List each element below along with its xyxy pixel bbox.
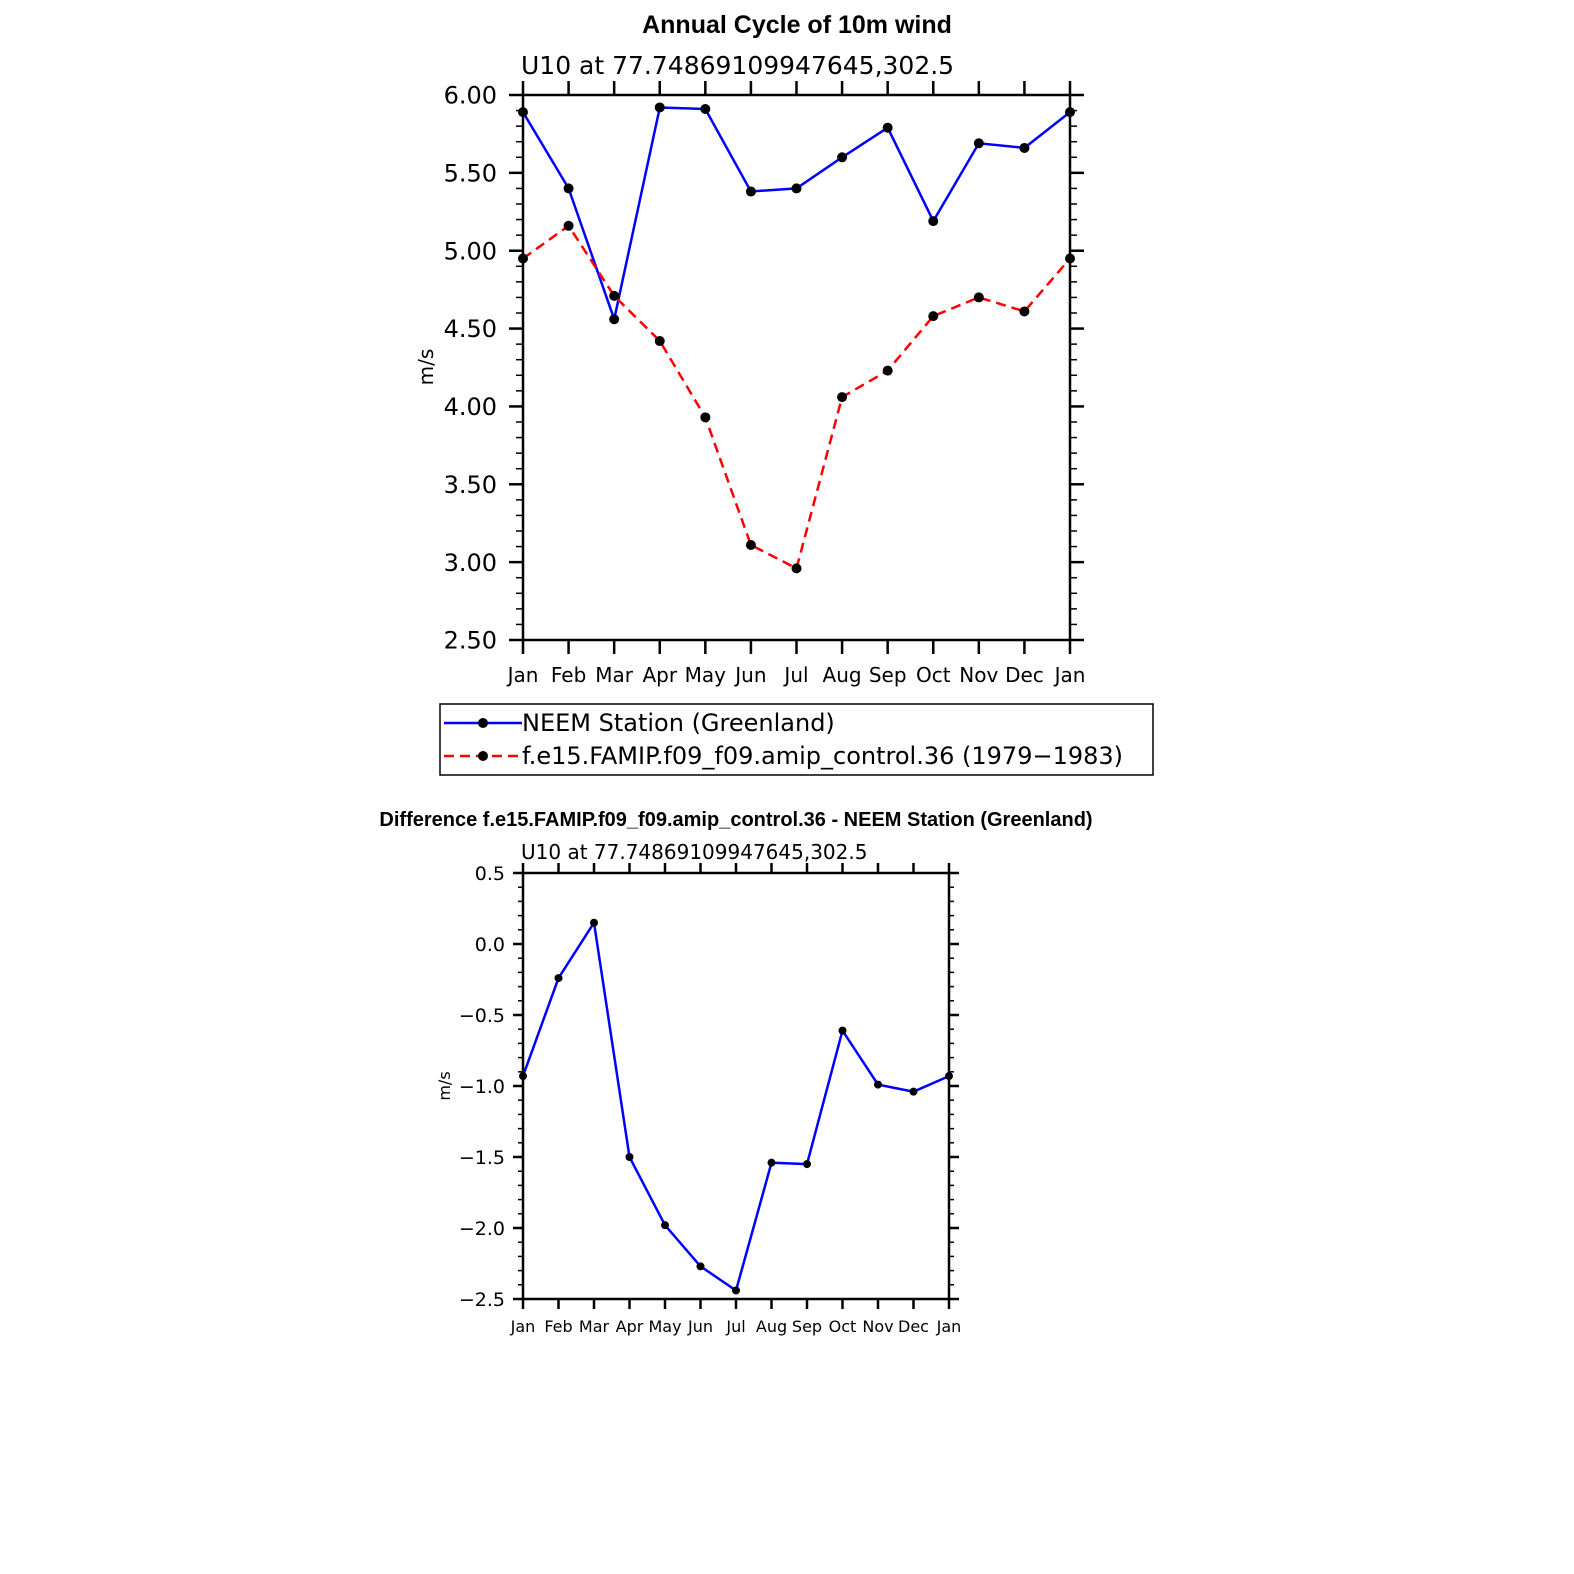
chart1-series-0-point <box>700 104 711 115</box>
chart2-xtick-label: Apr <box>616 1317 644 1336</box>
chart1-xtick-label: Feb <box>551 663 586 687</box>
chart2-series-0-point <box>732 1286 740 1295</box>
chart1-xtick-label: Apr <box>642 663 677 687</box>
chart2-ytick-label: −2.0 <box>459 1218 505 1240</box>
chart1-ytick-label: 5.50 <box>444 159 497 187</box>
chart2-series-0-point <box>874 1080 882 1089</box>
chart1-series-0-point <box>609 314 620 325</box>
chart1-series-0-point <box>1065 107 1075 118</box>
chart1-series-0-point <box>1019 142 1030 153</box>
chart1-xtick-label: Jan <box>506 663 539 687</box>
chart1-series-1-point <box>654 336 665 347</box>
chart2-series-0-point <box>554 974 563 983</box>
chart2-series-0-point <box>803 1160 811 1169</box>
chart1-xtick-label: Aug <box>823 663 862 687</box>
chart1-series-0-point <box>745 186 756 197</box>
chart1-ytick-label: 4.50 <box>444 315 497 343</box>
chart1-series-1-line <box>522 224 1071 571</box>
chart1-series-1-point <box>518 253 528 264</box>
chart2-xtick-label: Feb <box>544 1317 572 1336</box>
chart2-ytick-label: −1.0 <box>459 1076 505 1098</box>
chart2-series-0-line <box>521 919 950 1293</box>
chart2-ytick-label: 0.5 <box>475 863 505 885</box>
legend-marker-model <box>478 751 488 761</box>
chart2-xtick-label: Oct <box>829 1317 857 1336</box>
chart1-series-0-point <box>791 183 802 194</box>
chart1-series-1-point <box>609 290 620 301</box>
chart1-series-1-point <box>882 365 893 376</box>
chart1-ytick-label: 3.50 <box>444 471 497 499</box>
chart1-plot-area: Jan Feb Mar Apr May Jun Jul Aug Sep Oct Nov Dec Jan 2… <box>444 81 1086 687</box>
chart1-series-0-point <box>518 107 528 118</box>
chart2-xtick-label: May <box>648 1317 681 1336</box>
chart1-xtick-label: Sep <box>869 663 907 687</box>
chart1-series-1-point <box>928 311 939 322</box>
chart2-xtick-label: Mar <box>579 1317 610 1336</box>
chart2-series-0-point <box>767 1158 776 1167</box>
chart1-series-1-point <box>791 563 802 574</box>
chart1-title: Annual Cycle of 10m wind <box>642 11 952 39</box>
chart1-ylabel: m/s <box>414 349 438 386</box>
chart1-series-1-point <box>1019 306 1030 317</box>
chart1-xtick-label: Oct <box>916 663 951 687</box>
chart2-ytick-label: −2.5 <box>459 1289 505 1311</box>
chart1-ytick-label: 5.00 <box>444 237 497 265</box>
chart2-xtick-label: Jan <box>936 1317 962 1336</box>
chart2-xtick-label: Dec <box>898 1317 929 1336</box>
chart1-subtitle: U10 at 77.74869109947645,302.5 <box>521 51 954 80</box>
chart2-ytick-label: 0.0 <box>475 934 505 956</box>
chart2-xtick-label: Jun <box>687 1317 713 1336</box>
chart1-series-1-point <box>745 540 756 551</box>
chart2-xtick-label: Jan <box>510 1317 536 1336</box>
chart1-xtick-label: Jan <box>1053 663 1086 687</box>
chart1-xtick-label: Nov <box>959 663 998 687</box>
chart1-series-1-point <box>837 392 848 403</box>
chart1-series-0-point <box>837 152 848 163</box>
chart1-series-0-point <box>973 138 984 149</box>
chart1-xtick-label: Mar <box>595 663 634 687</box>
chart2-series-0-point <box>625 1153 634 1161</box>
chart1-legend: NEEM Station (Greenland) f.e15.FAMIP.f09… <box>439 703 1154 776</box>
chart2-series-0-point <box>590 918 598 927</box>
chart2-xtick-label: Nov <box>862 1317 893 1336</box>
chart2-ytick-label: −0.5 <box>459 1005 505 1027</box>
chart2-series-0-point <box>909 1087 918 1096</box>
chart1-series-1-point <box>563 220 574 231</box>
legend-marker-neem <box>478 718 488 728</box>
chart2-ylabel: m/s <box>435 1071 454 1100</box>
chart1-ytick-label: 4.00 <box>444 393 497 421</box>
chart2-series-0-point <box>519 1072 527 1081</box>
chart1-ytick-label: 2.50 <box>444 627 497 655</box>
chart2-series-0-point <box>945 1072 953 1081</box>
chart2-series-0-point <box>661 1221 669 1230</box>
chart1-series-0-line <box>521 106 1071 324</box>
chart2-xtick-label: Aug <box>756 1317 787 1336</box>
chart2-title: Difference f.e15.FAMIP.f09_f09.amip_cont… <box>379 809 1092 831</box>
chart1-xtick-label: Jun <box>733 663 766 687</box>
chart1-series-0-point <box>563 183 574 194</box>
chart1-series-1-point <box>700 412 711 423</box>
chart1-frame <box>521 93 1072 642</box>
chart2-plot-area: Jan Feb Mar Apr May Jun Jul Aug Sep Oct Nov Dec Jan−… <box>459 863 961 1336</box>
chart2-xtick-label: Sep <box>792 1317 822 1336</box>
chart1-xtick-label: Dec <box>1005 663 1044 687</box>
chart1-ytick-label: 3.00 <box>444 549 497 577</box>
chart2-subtitle: U10 at 77.74869109947645,302.5 <box>521 840 867 864</box>
chart1-xtick-label: May <box>685 663 727 687</box>
chart1-series-0-point <box>928 216 939 227</box>
chart2-ytick-label: −1.5 <box>459 1147 505 1169</box>
chart2-xtick-label: Jul <box>725 1317 745 1336</box>
legend-label-model: f.e15.FAMIP.f09_f09.amip_control.36 (197… <box>522 742 1123 770</box>
chart1-series-1-point <box>1065 253 1075 264</box>
chart1-series-0-point <box>882 122 893 133</box>
legend-label-neem: NEEM Station (Greenland) <box>522 709 835 737</box>
chart1-series-1-point <box>973 292 984 303</box>
chart1-series-0-point <box>654 102 665 113</box>
chart2-series-0-point <box>696 1262 705 1271</box>
chart1-xtick-label: Jul <box>782 663 808 687</box>
legend-box <box>439 703 1154 776</box>
chart2-series-0-point <box>838 1026 847 1035</box>
chart1-ytick-label: 6.00 <box>444 82 497 110</box>
